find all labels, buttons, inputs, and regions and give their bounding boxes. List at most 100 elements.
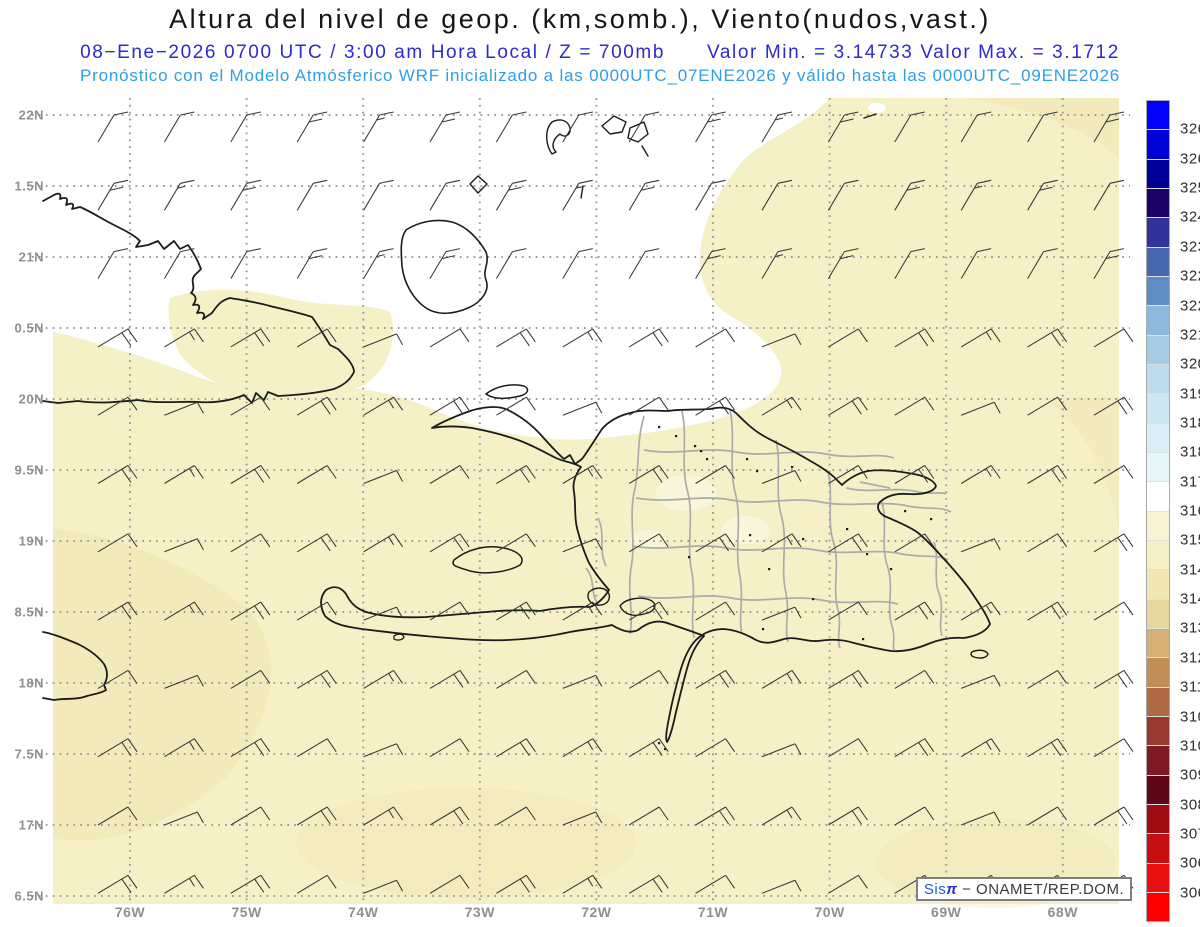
- wind-barb: [230, 738, 271, 758]
- wind-barb: [828, 465, 868, 484]
- wind-barb: [628, 738, 669, 758]
- colorbar-cell-5: [1147, 247, 1169, 277]
- wind-barb: [429, 328, 470, 348]
- wind-barb: [562, 248, 593, 279]
- wind-barb: [1093, 533, 1134, 553]
- wind-barb: [97, 806, 138, 826]
- colorbar-label-3244: 3244: [1180, 208, 1200, 226]
- wind-barb: [1027, 806, 1068, 826]
- wind-barb: [363, 743, 404, 758]
- colorbar-label-3060: 3060: [1180, 884, 1200, 902]
- wind-barb: [1027, 601, 1068, 621]
- colorbar-cell-16: [1147, 570, 1169, 600]
- wind-barb: [429, 248, 461, 279]
- wind-barb: [363, 396, 404, 416]
- wind-barb: [496, 806, 536, 826]
- wind-barb: [761, 606, 802, 621]
- lon-label-75W: 75W: [231, 904, 262, 920]
- wind-barb: [960, 179, 992, 211]
- wind-barb: [495, 179, 527, 211]
- wind-barb: [1027, 396, 1068, 416]
- lon-label-73W: 73W: [464, 904, 495, 920]
- lat-label-6.5N: 6.5N: [14, 888, 44, 904]
- lat-label-8.5N: 8.5N: [14, 604, 44, 620]
- wind-barbs: [97, 111, 1134, 894]
- wind-barb: [496, 396, 536, 416]
- wind-barb: [761, 669, 802, 689]
- wind-barb: [761, 743, 802, 758]
- wind-barb: [230, 111, 261, 143]
- wind-barb: [1093, 396, 1134, 416]
- wind-barb: [894, 396, 935, 416]
- model-init-line: Pronóstico con el Modelo Atmósferico WRF…: [80, 66, 1120, 85]
- wind-barb: [761, 179, 793, 211]
- wind-barb: [960, 248, 992, 279]
- wind-barb: [761, 111, 793, 143]
- wind-barb: [761, 396, 802, 416]
- cuba-land-shading-patch: [168, 289, 393, 399]
- lat-label-22N: 22N: [18, 107, 44, 123]
- wind-barb: [164, 738, 204, 758]
- wind-barb: [429, 111, 461, 143]
- wind-barb: [827, 111, 859, 143]
- wind-barb: [695, 396, 736, 416]
- wind-barb: [429, 669, 470, 689]
- wind-barb: [429, 874, 470, 894]
- city-station-dots: [658, 426, 933, 751]
- wind-barb: [828, 396, 868, 416]
- colorbar-label-3156: 3156: [1180, 531, 1200, 549]
- wind-barb: [628, 874, 669, 894]
- wind-barb: [163, 179, 195, 211]
- shading-pale-patches: [630, 103, 886, 550]
- wind-barb: [894, 669, 935, 689]
- colorbar-label-3068: 3068: [1180, 854, 1200, 872]
- colorbar-label-3220: 3220: [1180, 297, 1200, 314]
- wind-barb: [1027, 111, 1058, 143]
- dash-symbol: −: [962, 880, 977, 898]
- wind-barb: [296, 111, 328, 143]
- wind-barb: [961, 811, 1001, 826]
- turks-islets: [580, 113, 877, 199]
- wind-barb: [695, 533, 736, 553]
- wind-barb: [562, 401, 603, 416]
- page-title: Altura del nivel de geop. (km,somb.), Vi…: [169, 4, 991, 34]
- province-boundaries: [585, 409, 952, 651]
- colorbar-cell-25: [1147, 834, 1169, 864]
- wind-barb: [1027, 248, 1058, 279]
- wind-barb: [1093, 669, 1134, 689]
- wind-barb: [894, 328, 935, 348]
- wind-barb: [761, 333, 802, 348]
- map-plot-area: [32, 98, 1134, 908]
- lat-label-17N: 17N: [18, 817, 44, 833]
- wind-barb: [296, 248, 328, 279]
- colorbar-cell-7: [1147, 306, 1169, 336]
- colorbar-label-3076: 3076: [1180, 825, 1200, 843]
- wind-barb: [429, 806, 470, 826]
- wind-barb: [496, 669, 536, 689]
- colorbar-label-3100: 3100: [1180, 737, 1200, 755]
- wind-barb: [230, 396, 271, 416]
- wind-barb: [894, 111, 925, 143]
- lat-label-0.5N: 0.5N: [14, 320, 44, 336]
- colorbar-cell-21: [1147, 716, 1169, 747]
- wind-barb: [628, 179, 660, 211]
- wind-barb: [628, 328, 669, 348]
- great-inagua-island: [400, 219, 488, 315]
- wind-barb: [363, 879, 404, 894]
- colorbar-label-3164: 3164: [1180, 502, 1200, 520]
- wind-barb: [230, 806, 271, 826]
- colorbar-label-3260: 3260: [1180, 150, 1200, 168]
- wind-barb: [1093, 328, 1134, 348]
- wind-barb: [164, 674, 204, 689]
- wind-barb: [828, 533, 868, 553]
- wind-barb: [828, 874, 868, 894]
- wind-barb: [628, 669, 669, 689]
- lat-label-20N: 20N: [18, 391, 44, 407]
- wind-barb: [695, 738, 736, 758]
- wind-barb: [960, 328, 1001, 348]
- wind-barb: [562, 874, 603, 894]
- cuba-coastline: [42, 192, 355, 404]
- wind-barb: [97, 396, 138, 416]
- jamaica-coastline: [42, 631, 108, 701]
- colorbar-cell-24: [1147, 804, 1169, 835]
